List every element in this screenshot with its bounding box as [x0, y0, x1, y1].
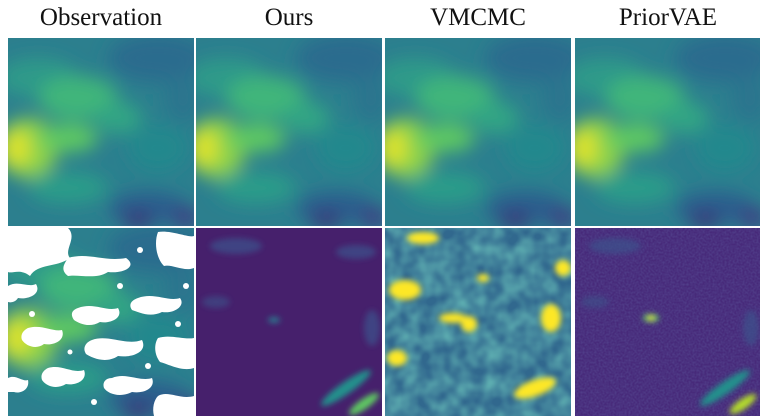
- column-title-ours: Ours: [264, 4, 314, 31]
- vmcmc-uncertainty-image: [385, 228, 571, 416]
- ours-field-image: [196, 38, 382, 226]
- column-headers: Observation Ours VMCMC PriorVAE: [0, 0, 760, 38]
- ours-uncertainty-image: [196, 228, 382, 416]
- observation-field-image: [8, 38, 194, 226]
- column-title-observation: Observation: [39, 4, 163, 31]
- column-title-priorvae: PriorVAE: [618, 4, 718, 31]
- column-title-vmcmc: VMCMC: [430, 4, 526, 31]
- priorvae-field-image: [575, 38, 760, 226]
- observation-masked-image: [8, 228, 194, 416]
- priorvae-uncertainty-image: [575, 228, 760, 416]
- vmcmc-field-image: [385, 38, 571, 226]
